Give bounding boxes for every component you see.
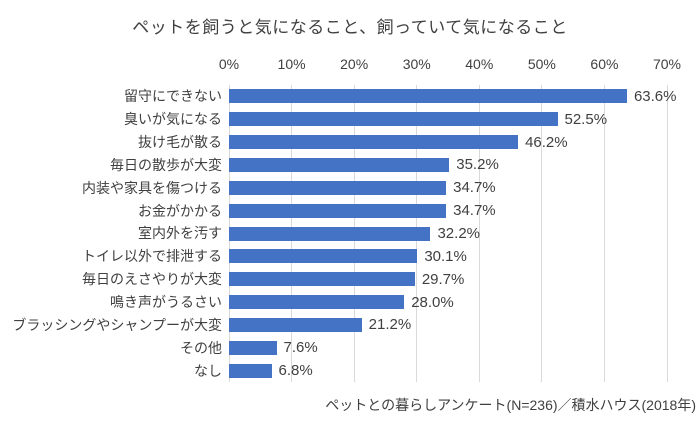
- value-label: 21.2%: [368, 316, 412, 334]
- category-label: 臭いが気になる: [124, 111, 222, 128]
- bar: [229, 180, 447, 195]
- category-label: 室内外を汚す: [138, 225, 222, 242]
- category-label: 内装や家具を傷つける: [82, 179, 222, 196]
- category-labels: 留守にできない 臭いが気になる抜け毛が散る毎日の散歩が大変内装や家具を傷つけるお金…: [0, 85, 222, 382]
- x-axis: 0% 10% 20% 30% 40% 50% 60% 70%: [0, 56, 700, 74]
- value-label: 52.5%: [564, 110, 608, 128]
- gridline: [666, 85, 668, 382]
- bar: [229, 295, 405, 310]
- value-label: 35.2%: [456, 156, 499, 174]
- bar: [229, 272, 415, 287]
- bar: [229, 340, 277, 355]
- category-label: なし: [194, 362, 222, 379]
- category-label: 抜け毛が散る: [138, 134, 222, 151]
- value-label: 34.7%: [453, 179, 496, 197]
- gridline: [541, 85, 543, 382]
- value-label: 46.2%: [525, 133, 568, 151]
- x-tick-label: 40%: [465, 56, 494, 72]
- x-tick-label: 50%: [527, 56, 556, 72]
- category-label: 留守にできない: [124, 88, 222, 105]
- x-tick-label: 30%: [402, 56, 431, 72]
- x-tick-label: 20%: [340, 56, 369, 72]
- value-label: 28.0%: [411, 293, 454, 311]
- value-label: 34.7%: [453, 202, 496, 220]
- value-label: 29.7%: [421, 270, 465, 288]
- value-label: 7.6%: [283, 339, 318, 357]
- bar: [229, 157, 450, 172]
- source-note: ペットとの暮らしアンケート(N=236)／積水ハウス(2018年): [325, 397, 696, 413]
- chart-title: ペットを飼うと気になること、飼っていて気になること: [132, 18, 568, 37]
- bar: [229, 89, 627, 104]
- gridline: [478, 85, 480, 382]
- category-label: トイレ以外で排泄する: [82, 248, 222, 265]
- category-label: 毎日のえさやりが大変: [82, 271, 222, 288]
- x-tick-label: 70%: [652, 56, 682, 72]
- gridline: [603, 85, 605, 382]
- plot-area: 63.6% 52.5% 46.2% 35.2% 34.7% 34.7% 32.2% 30.1%…: [228, 85, 677, 382]
- category-label: お金がかかる: [138, 202, 222, 219]
- bar: [229, 226, 431, 241]
- bar: [229, 249, 418, 264]
- category-label: ブラッシングやシャンプーが大変: [12, 316, 222, 333]
- x-tick-label: 10%: [277, 56, 306, 72]
- bar: [229, 112, 558, 127]
- bar: [229, 317, 362, 332]
- category-label: 鳴き声がうるさい: [110, 294, 222, 311]
- category-label: 毎日の散歩が大変: [110, 156, 222, 173]
- value-label: 32.2%: [437, 224, 481, 242]
- value-label: 6.8%: [278, 362, 313, 380]
- category-label: その他: [180, 339, 222, 356]
- value-label: 30.1%: [424, 247, 467, 265]
- bar: [229, 203, 447, 218]
- x-tick-label: 60%: [590, 56, 619, 72]
- bar: [229, 135, 519, 150]
- bar: [229, 363, 272, 378]
- value-label: 63.6%: [633, 87, 677, 105]
- x-tick-label: 0%: [218, 56, 240, 72]
